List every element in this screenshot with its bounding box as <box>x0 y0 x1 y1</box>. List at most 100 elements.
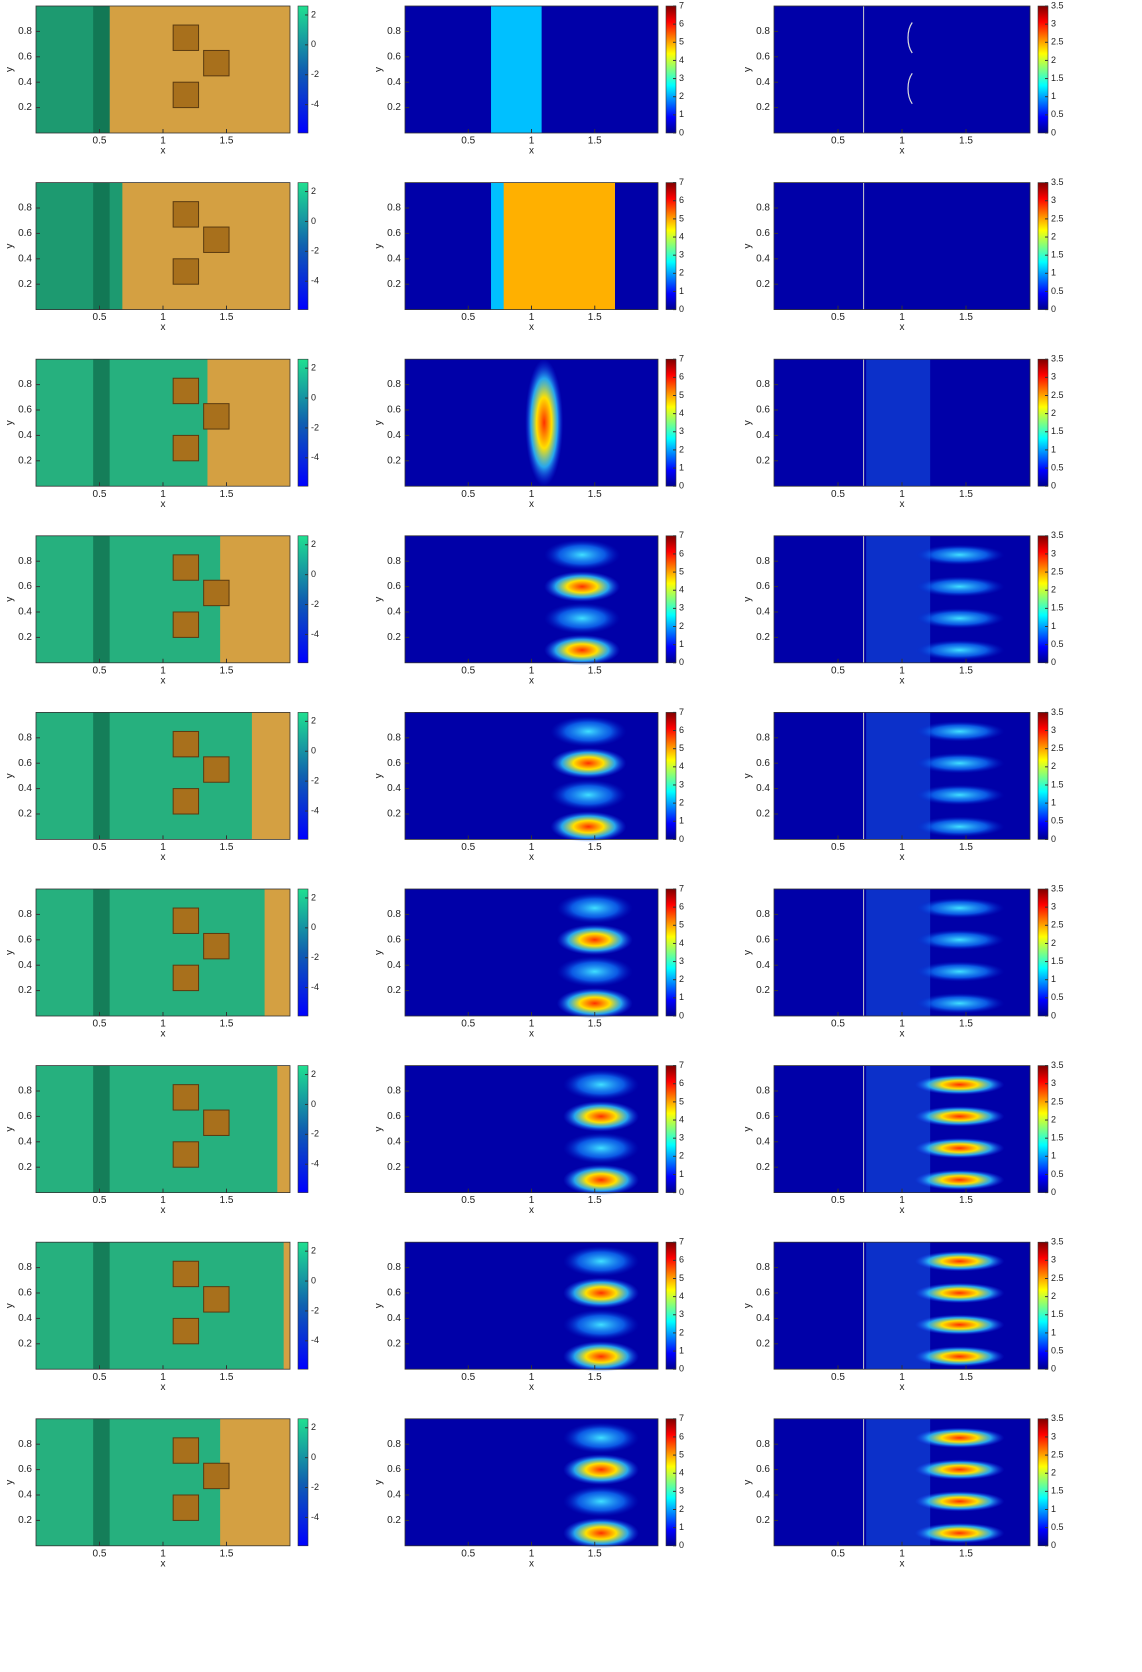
colorbar-tick-label: 0 <box>1051 1540 1056 1550</box>
colorbar-tick-label: 3.5 <box>1051 707 1064 717</box>
y-tick-label: 0.4 <box>387 960 401 971</box>
colorbar-tick-label: 3 <box>1051 19 1056 29</box>
colorbar-tick-label: -4 <box>311 982 319 992</box>
x-tick-label: 0.5 <box>831 312 845 323</box>
x-tick-label: 1.5 <box>588 1372 602 1383</box>
x-tick-label: 1.5 <box>588 1548 602 1559</box>
x-tick-label: 0.5 <box>831 489 845 500</box>
panel: 0.511.50.20.40.60.8xy01234567 <box>374 530 684 686</box>
y-tick-label: 0.4 <box>387 1136 401 1147</box>
panel: 0.511.50.20.40.60.8xy00.511.522.533.5 <box>743 0 1064 156</box>
field <box>93 1242 110 1369</box>
x-axis-label: x <box>161 322 166 333</box>
field <box>915 545 1005 565</box>
x-tick-label: 0.5 <box>93 312 107 323</box>
x-tick-label: 1.5 <box>959 1548 973 1559</box>
colorbar-tick-label: 0.5 <box>1051 462 1064 472</box>
field <box>557 893 633 923</box>
x-tick-label: 0.5 <box>93 842 107 853</box>
x-tick-label: 0.5 <box>93 136 107 147</box>
y-axis-label: y <box>5 950 16 955</box>
field <box>525 359 563 486</box>
colorbar-tick-label: 2 <box>311 1069 316 1079</box>
panel: 0.511.50.20.40.60.8xy01234567 <box>374 883 684 1039</box>
obstacle <box>173 259 198 284</box>
field <box>915 1459 1005 1479</box>
y-tick-label: 0.6 <box>387 1464 401 1475</box>
y-tick-label: 0.2 <box>18 455 32 466</box>
colorbar <box>1038 889 1048 1016</box>
field <box>563 1165 639 1195</box>
panel: 0.511.50.20.40.60.8xy00.511.522.533.5 <box>743 530 1064 686</box>
colorbar-tick-label: 3 <box>679 1486 684 1496</box>
colorbar-tick-label: 0 <box>679 1187 684 1197</box>
colorbar-tick-label: 3.5 <box>1051 0 1064 10</box>
field <box>557 925 633 955</box>
colorbar-tick-label: 2 <box>311 716 316 726</box>
colorbar <box>1038 1419 1048 1546</box>
y-tick-label: 0.2 <box>18 809 32 820</box>
colorbar-tick-label: -2 <box>311 422 319 432</box>
colorbar-tick-label: 0.5 <box>1051 286 1064 296</box>
colorbar-tick-label: 4 <box>679 231 684 241</box>
y-tick-label: 0.8 <box>387 379 401 390</box>
obstacle <box>204 757 229 782</box>
obstacle <box>204 227 229 252</box>
field <box>550 811 626 841</box>
x-tick-label: 1.5 <box>959 665 973 676</box>
y-axis-label: y <box>374 773 385 778</box>
panel: 0.511.50.20.40.60.8xy20-2-4 <box>5 889 319 1040</box>
colorbar-tick-label: 0 <box>679 834 684 844</box>
y-axis-label: y <box>743 773 754 778</box>
panel: 0.511.50.20.40.60.8xy01234567 <box>374 1413 684 1569</box>
colorbar-tick-label: 1.5 <box>1051 1486 1064 1496</box>
field <box>93 183 110 310</box>
x-tick-label: 1.5 <box>588 665 602 676</box>
x-tick-label: 0.5 <box>93 489 107 500</box>
colorbar-tick-label: -2 <box>311 599 319 609</box>
colorbar-tick-label: 1.5 <box>1051 1309 1064 1319</box>
field <box>774 183 1030 310</box>
colorbar-tick-label: 3 <box>679 250 684 260</box>
colorbar <box>298 1066 308 1193</box>
x-tick-label: 0.5 <box>93 1372 107 1383</box>
colorbar-tick-label: 1.5 <box>1051 779 1064 789</box>
colorbar-tick-label: 4 <box>679 585 684 595</box>
colorbar-tick-label: 0 <box>311 216 316 226</box>
field <box>563 1246 639 1276</box>
y-tick-label: 0.2 <box>756 632 770 643</box>
colorbar-tick-label: 2 <box>1051 585 1056 595</box>
x-tick-label: 0.5 <box>461 1019 475 1030</box>
colorbar-tick-label: 5 <box>679 743 684 753</box>
obstacle <box>173 908 198 933</box>
colorbar-tick-label: 2 <box>679 621 684 631</box>
x-tick-label: 0.5 <box>461 312 475 323</box>
obstacle <box>204 580 229 605</box>
x-tick-label: 0.5 <box>461 665 475 676</box>
colorbar-tick-label: 5 <box>679 213 684 223</box>
field <box>915 993 1005 1013</box>
x-tick-label: 0.5 <box>461 136 475 147</box>
colorbar <box>298 1242 308 1369</box>
colorbar-tick-label: 5 <box>679 1273 684 1283</box>
colorbar-tick-label: 5 <box>679 1096 684 1106</box>
colorbar-tick-label: 6 <box>679 548 684 558</box>
colorbar <box>298 6 308 133</box>
colorbar-tick-label: 3 <box>679 1309 684 1319</box>
x-tick-label: 0.5 <box>93 1548 107 1559</box>
colorbar-tick-label: 1.5 <box>1051 73 1064 83</box>
colorbar-tick-label: 0.5 <box>1051 639 1064 649</box>
y-axis-label: y <box>5 1480 16 1485</box>
y-tick-label: 0.2 <box>387 1338 401 1349</box>
colorbar-tick-label: 0 <box>679 1364 684 1374</box>
colorbar-tick-label: 4 <box>679 55 684 65</box>
y-axis-label: y <box>743 420 754 425</box>
x-tick-label: 0.5 <box>831 842 845 853</box>
y-tick-label: 0.6 <box>18 1111 32 1122</box>
y-tick-label: 0.4 <box>18 77 32 88</box>
y-tick-label: 0.4 <box>18 1136 32 1147</box>
y-tick-label: 0.8 <box>18 1086 32 1097</box>
colorbar-tick-label: 7 <box>679 883 684 893</box>
x-axis-label: x <box>529 1205 534 1216</box>
